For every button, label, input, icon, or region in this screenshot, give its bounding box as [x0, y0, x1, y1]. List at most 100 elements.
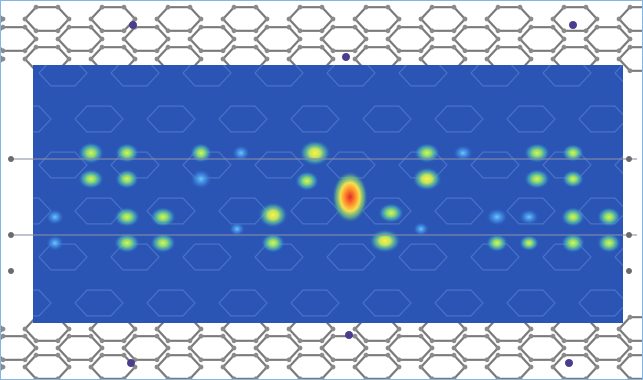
carbon-atom	[55, 352, 61, 358]
carbon-atom	[594, 48, 600, 54]
carbon-atom	[121, 376, 127, 379]
carbon-atom	[330, 364, 336, 370]
carbon-atom	[297, 28, 303, 34]
hexagon-ring	[89, 6, 137, 32]
hexagon-ring	[1, 26, 38, 52]
carbon-atom	[319, 44, 325, 50]
carbon-atom	[561, 352, 567, 358]
carbon-atom	[550, 48, 556, 54]
hexagon-ring	[122, 335, 170, 361]
density-spot	[232, 145, 250, 161]
carbon-atom	[264, 16, 270, 22]
carbon-atom	[88, 16, 94, 22]
map-hexagon	[614, 155, 623, 175]
carbon-atom	[121, 345, 127, 351]
density-spot	[597, 233, 621, 253]
carbon-atom	[231, 345, 237, 351]
map-hexagon	[434, 289, 484, 317]
carbon-atom	[66, 24, 72, 30]
carbon-atom	[352, 24, 358, 30]
carbon-atom	[198, 56, 204, 62]
carbon-atom	[154, 16, 160, 22]
carbon-atom	[517, 376, 523, 379]
carbon-atom	[121, 352, 127, 358]
bottom-nanotube-wall	[1, 314, 642, 379]
carbon-atom	[297, 376, 303, 379]
map-hexagon	[1, 244, 15, 270]
carbon-atom	[517, 44, 523, 50]
carbon-atom	[231, 376, 237, 379]
carbon-atom	[330, 24, 336, 30]
carbon-atom	[231, 36, 237, 42]
map-hexagon	[398, 243, 448, 271]
carbon-atom	[121, 338, 127, 344]
map-hexagon	[290, 105, 340, 133]
carbon-atom	[462, 326, 468, 332]
carbon-atom	[319, 28, 325, 34]
carbon-atom	[231, 338, 237, 344]
carbon-atom	[528, 333, 534, 339]
carbon-atom	[451, 36, 457, 42]
carbon-atom	[561, 28, 567, 34]
carbon-atom	[561, 376, 567, 379]
carbon-atom	[55, 44, 61, 50]
hexagon-ring	[188, 26, 236, 52]
carbon-atom	[396, 16, 402, 22]
carbon-atom	[66, 326, 72, 332]
density-spot	[413, 222, 429, 236]
carbon-atom	[220, 16, 226, 22]
carbon-atom	[550, 364, 556, 370]
carbon-atom	[627, 338, 633, 344]
carbon-atom	[451, 338, 457, 344]
map-hexagon	[290, 197, 340, 225]
map-hexagon	[254, 243, 304, 271]
nitrogen-atom	[129, 21, 137, 29]
carbon-atom	[484, 56, 490, 62]
carbon-atom	[495, 376, 501, 379]
hexagon-ring	[320, 335, 368, 361]
carbon-atom	[66, 48, 72, 54]
carbon-atom	[121, 4, 127, 10]
map-hexagon	[506, 105, 556, 133]
carbon-atom	[187, 376, 193, 379]
carbon-atom	[264, 56, 270, 62]
carbon-atom	[1, 326, 6, 332]
carbon-atom	[198, 326, 204, 332]
carbon-atom	[517, 28, 523, 34]
carbon-atom	[385, 44, 391, 50]
map-hexagon	[326, 151, 376, 179]
carbon-atom	[231, 352, 237, 358]
density-spot	[453, 145, 473, 161]
carbon-atom	[88, 357, 94, 363]
map-hexagon	[182, 65, 232, 87]
carbon-atom	[528, 56, 534, 62]
carbon-atom	[220, 24, 226, 30]
density-spot	[414, 143, 440, 163]
carbon-atom	[22, 357, 28, 363]
hexagon-ring	[584, 26, 632, 52]
carbon-atom	[187, 345, 193, 351]
carbon-atom	[396, 364, 402, 370]
map-hexagon	[218, 197, 268, 225]
carbon-atom	[198, 16, 204, 22]
map-hexagon	[434, 105, 484, 133]
carbon-atom	[429, 4, 435, 10]
carbon-atom	[22, 56, 28, 62]
carbon-atom	[66, 357, 72, 363]
carbon-atom	[187, 4, 193, 10]
edge-atom	[626, 268, 632, 274]
hexagon-ring	[23, 6, 71, 32]
hexagon-ring	[320, 26, 368, 52]
carbon-atom	[583, 44, 589, 50]
hexagon-ring	[287, 354, 335, 379]
carbon-atom	[363, 4, 369, 10]
carbon-atom	[462, 16, 468, 22]
map-hexagon	[1, 60, 15, 86]
carbon-atom	[55, 36, 61, 42]
carbon-atom	[198, 24, 204, 30]
carbon-atom	[517, 36, 523, 42]
carbon-atom	[165, 352, 171, 358]
carbon-atom	[627, 44, 633, 50]
